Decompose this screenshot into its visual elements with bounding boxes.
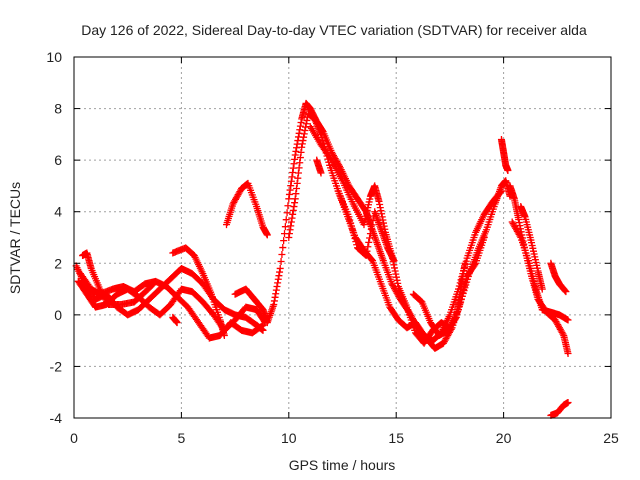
data-point: [351, 235, 359, 243]
data-point: [538, 285, 546, 293]
series-track-7: [223, 179, 271, 239]
series-track-12: [334, 187, 398, 265]
data-point: [280, 237, 288, 245]
y-tick-label: 10: [46, 49, 62, 65]
y-tick-label: 8: [54, 101, 62, 117]
data-point: [258, 322, 266, 330]
x-tick-label: 25: [603, 430, 619, 446]
y-tick-label: -4: [50, 410, 63, 426]
series-track-19: [547, 399, 572, 419]
data-point: [353, 241, 361, 249]
series-track-16: [508, 218, 572, 324]
y-tick-label: 6: [54, 152, 62, 168]
data-point: [471, 261, 479, 269]
series-track-13: [409, 259, 469, 339]
data-point: [148, 281, 156, 289]
data-point: [363, 247, 371, 255]
data-point: [350, 231, 358, 239]
data-point: [317, 169, 325, 177]
x-axis-label: GPS time / hours: [289, 457, 396, 473]
data-point: [349, 228, 357, 236]
series-track-5: [169, 244, 228, 339]
data-point: [282, 216, 290, 224]
y-tick-label: 2: [54, 255, 62, 271]
data-marks: [72, 99, 572, 419]
data-point: [504, 166, 512, 174]
data-point: [220, 331, 228, 339]
series-track-3: [76, 270, 267, 342]
data-point: [564, 350, 572, 358]
series-track-6: [169, 313, 181, 327]
data-point: [368, 221, 376, 229]
data-point: [562, 288, 570, 296]
data-point: [366, 230, 374, 238]
x-tick-label: 0: [70, 430, 78, 446]
data-point: [497, 187, 505, 195]
x-tick-label: 20: [496, 430, 512, 446]
data-point: [277, 257, 285, 265]
data-point: [352, 238, 360, 246]
data-point: [283, 209, 291, 217]
x-tick-label: 5: [178, 430, 186, 446]
series-track-11: [313, 156, 325, 177]
series-track-18: [547, 259, 570, 296]
data-point: [480, 234, 488, 241]
data-point: [564, 399, 572, 407]
data-point: [347, 219, 355, 227]
data-point: [317, 130, 325, 138]
data-point: [361, 251, 369, 259]
data-point: [345, 213, 353, 221]
data-point: [259, 321, 267, 329]
y-tick-label: -2: [50, 358, 63, 374]
data-point: [367, 225, 375, 233]
x-tick-label: 10: [281, 430, 297, 446]
data-point: [149, 280, 157, 288]
data-point: [366, 234, 374, 242]
series-track-10: [306, 123, 488, 347]
series-track-14: [497, 136, 512, 174]
data-point: [276, 264, 284, 272]
data-point: [346, 216, 354, 224]
data-point: [362, 252, 370, 260]
data-point: [365, 238, 373, 246]
y-tick-label: 4: [54, 204, 62, 220]
plot-frame: [73, 56, 612, 419]
data-point: [278, 251, 286, 259]
x-tick-label: 15: [388, 430, 404, 446]
data-point: [497, 188, 505, 196]
series-track-17: [517, 203, 546, 293]
data-point: [451, 315, 459, 323]
data-point: [173, 319, 181, 327]
data-point: [462, 276, 470, 284]
grid: [74, 57, 611, 418]
data-point: [348, 225, 356, 233]
data-point: [263, 231, 271, 239]
data-point: [281, 223, 289, 231]
y-axis-label: SDTVAR / TECUs: [7, 182, 23, 294]
data-point: [364, 243, 372, 251]
data-point: [461, 259, 469, 267]
data-point: [559, 330, 567, 338]
data-point: [327, 155, 335, 163]
axes: 0 5 10 15 20 25 -4 -2 0 2 4 6 8 10: [46, 49, 619, 446]
y-tick-label: 0: [54, 307, 62, 323]
data-point: [461, 279, 469, 287]
data-point: [279, 244, 287, 252]
data-point: [284, 202, 292, 210]
data-point: [348, 222, 356, 230]
data-point: [564, 316, 572, 324]
data-point: [390, 257, 398, 265]
data-point: [516, 232, 524, 240]
chart-title: Day 126 of 2022, Sidereal Day-to-day VTE…: [81, 22, 587, 38]
series-track-4: [79, 249, 157, 309]
